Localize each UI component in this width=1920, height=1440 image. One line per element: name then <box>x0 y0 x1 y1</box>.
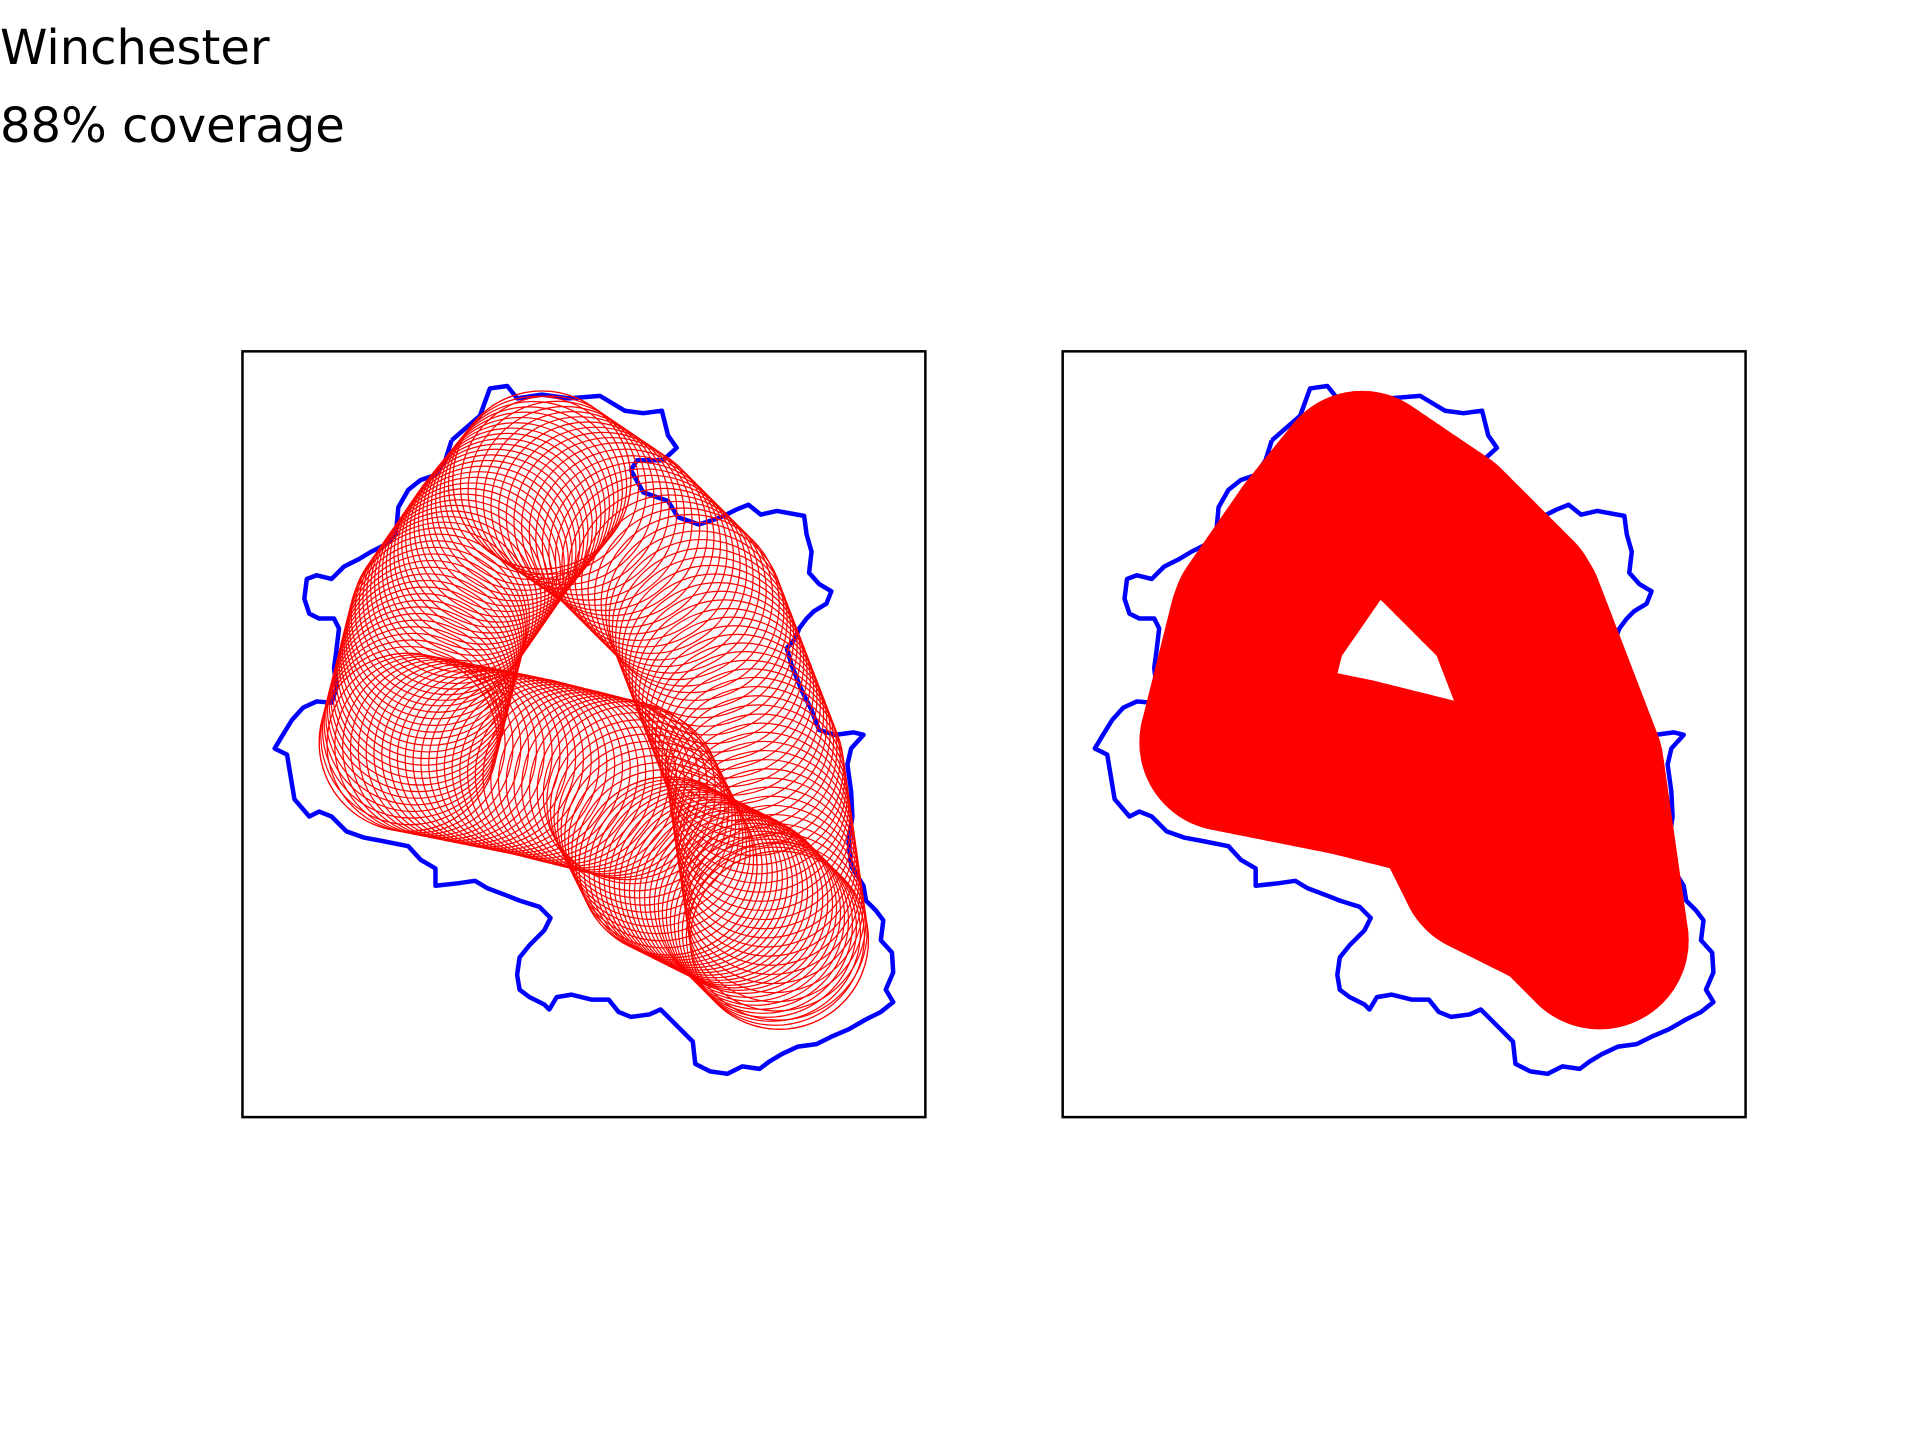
coverage-circle <box>541 455 722 635</box>
coverage-circle <box>603 788 783 969</box>
coverage-circle <box>443 677 624 858</box>
coverage-circle <box>653 814 834 994</box>
coverage-circle <box>644 809 824 989</box>
coverage-circle <box>482 411 663 591</box>
coverage-circle <box>546 712 726 892</box>
coverage-circle <box>497 691 678 871</box>
coverage-circle <box>459 681 639 861</box>
page-subtitle: 88% coverage <box>0 98 345 154</box>
coverage-circle <box>490 416 670 596</box>
coverage-circle <box>681 842 862 1022</box>
coverage-circle <box>554 468 735 648</box>
coverage-circle <box>412 671 592 851</box>
coverage-circle <box>688 841 868 1021</box>
coverage-circle <box>358 515 538 696</box>
coverage-circle <box>661 822 842 1002</box>
coverage-circle <box>520 436 701 617</box>
coverage-circle <box>673 834 854 1014</box>
coverage-circle <box>665 826 846 1006</box>
coverage-union <box>1139 390 1689 1030</box>
coverage-circle <box>535 448 715 628</box>
coverage-circle <box>571 762 751 942</box>
coverage-circle <box>325 626 505 806</box>
coverage-circle <box>658 659 838 839</box>
coverage-circle <box>677 838 858 1018</box>
coverage-circle <box>521 697 701 877</box>
coverage-circle <box>687 832 867 1012</box>
coverage-circle <box>459 395 640 575</box>
boundary-line <box>272 383 896 1077</box>
coverage-circle <box>513 431 693 612</box>
page-title: Winchester <box>0 20 270 76</box>
coverage-circle <box>321 639 502 819</box>
coverage-circles <box>318 390 870 1030</box>
coverage-circle <box>393 465 573 645</box>
right-panel <box>1061 350 1747 1119</box>
coverage-circle <box>498 421 678 601</box>
coverage-circle <box>474 685 655 865</box>
coverage-circle <box>580 494 761 674</box>
coverage-circle <box>567 481 748 661</box>
coverage-circle <box>633 804 814 984</box>
axes-frame <box>241 350 927 1119</box>
coverage-circle <box>435 411 615 591</box>
boundary-line <box>1092 383 1716 1077</box>
coverage-circle <box>1510 851 1689 1030</box>
coverage-circle <box>362 510 542 690</box>
axes-frame <box>1061 350 1747 1119</box>
coverage-circle <box>505 693 686 873</box>
coverage-circle <box>466 683 647 863</box>
coverage-circle <box>623 799 804 979</box>
coverage-circle <box>618 796 799 976</box>
coverage-circle <box>574 487 754 668</box>
coverage-circle <box>422 427 602 607</box>
left-panel <box>241 350 927 1119</box>
coverage-circle <box>451 679 631 859</box>
coverage-circle <box>381 482 562 662</box>
coverage-circle <box>593 507 774 687</box>
coverage-circle <box>689 850 870 1030</box>
coverage-circle <box>417 432 598 613</box>
coverage-circle <box>373 663 553 843</box>
